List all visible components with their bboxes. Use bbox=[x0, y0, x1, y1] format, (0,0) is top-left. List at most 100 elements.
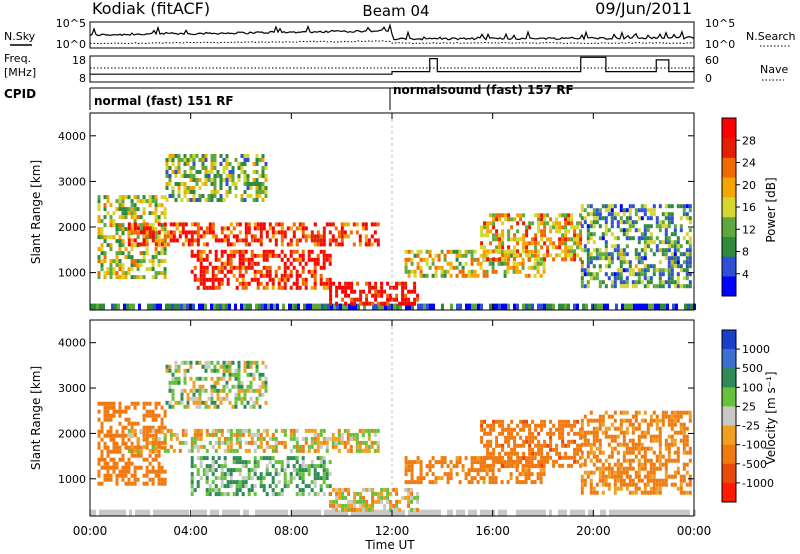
echo-cell bbox=[192, 186, 196, 190]
echo-cell bbox=[271, 285, 275, 290]
echo-cell bbox=[658, 260, 662, 265]
echo-cell bbox=[658, 482, 662, 487]
echo-cell bbox=[267, 509, 270, 516]
echo-cell bbox=[130, 441, 134, 446]
echo-cell bbox=[631, 490, 635, 495]
echo-cell bbox=[682, 260, 686, 265]
echo-cell bbox=[237, 162, 241, 166]
echo-cell bbox=[637, 228, 641, 233]
echo-cell bbox=[395, 297, 399, 302]
echo-cell bbox=[456, 509, 459, 516]
freq-lines bbox=[90, 56, 694, 75]
echo-cell bbox=[220, 249, 224, 254]
echo-cell bbox=[601, 280, 605, 285]
echo-cell bbox=[253, 234, 257, 239]
echo-cell bbox=[378, 509, 381, 516]
echo-cell bbox=[106, 401, 110, 406]
echo-cell bbox=[295, 492, 299, 497]
echo-cell bbox=[507, 229, 511, 234]
echo-cell bbox=[630, 303, 633, 310]
echo-cell bbox=[246, 388, 250, 393]
echo-cell bbox=[196, 238, 200, 243]
echo-cell bbox=[649, 474, 653, 479]
echo-cell bbox=[580, 482, 584, 487]
echo-cell bbox=[234, 509, 237, 516]
echo-cell bbox=[142, 238, 146, 243]
echo-cell bbox=[301, 460, 305, 465]
echo-cell bbox=[106, 429, 110, 434]
echo-cell bbox=[208, 222, 212, 227]
echo-cell bbox=[196, 226, 200, 231]
echo-cell bbox=[407, 499, 411, 504]
echo-cell bbox=[543, 217, 547, 222]
echo-cell bbox=[555, 459, 559, 464]
echo-cell bbox=[192, 162, 196, 166]
echo-cell bbox=[192, 509, 195, 516]
echo-cell bbox=[416, 499, 420, 504]
echo-cell bbox=[542, 269, 546, 274]
echo-cell bbox=[335, 301, 339, 306]
echo-cell bbox=[183, 303, 186, 310]
echo-cell bbox=[483, 257, 487, 262]
echo-cell bbox=[507, 431, 511, 436]
echo-cell bbox=[256, 464, 260, 469]
echo-cell bbox=[253, 273, 257, 278]
echo-cell bbox=[255, 509, 258, 516]
echo-cell bbox=[561, 435, 565, 440]
colorbar-swatch bbox=[722, 444, 736, 465]
echo-cell bbox=[658, 462, 662, 467]
echo-cell bbox=[417, 509, 420, 516]
echo-cell bbox=[348, 303, 351, 310]
echo-cell bbox=[558, 427, 562, 432]
echo-cell bbox=[103, 223, 107, 228]
echo-cell bbox=[142, 444, 146, 449]
echo-cell bbox=[115, 259, 119, 264]
echo-cell bbox=[685, 438, 689, 443]
echo-cell bbox=[165, 198, 169, 202]
echo-cell bbox=[222, 178, 226, 182]
echo-cell bbox=[121, 271, 125, 276]
echo-cell bbox=[172, 230, 176, 235]
echo-cell bbox=[220, 464, 224, 469]
echo-cell bbox=[610, 272, 614, 277]
echo-cell bbox=[398, 507, 402, 512]
echo-cell bbox=[231, 372, 235, 377]
echo-cell bbox=[118, 473, 122, 478]
echo-cell bbox=[679, 410, 683, 415]
echo-cell bbox=[313, 464, 317, 469]
echo-cell bbox=[610, 454, 614, 459]
colorbar-tick-label: -25 bbox=[742, 420, 760, 433]
echo-cell bbox=[145, 469, 149, 474]
echo-cell bbox=[404, 464, 408, 469]
echo-cell bbox=[154, 203, 158, 208]
echo-cell bbox=[247, 432, 251, 437]
echo-cell bbox=[97, 271, 101, 276]
echo-cell bbox=[223, 261, 227, 266]
echo-cell bbox=[670, 474, 674, 479]
echo-cell bbox=[573, 431, 577, 436]
echo-cell bbox=[271, 488, 275, 493]
echo-cell bbox=[244, 285, 248, 290]
echo-cell bbox=[316, 448, 320, 453]
echo-cell bbox=[679, 438, 683, 443]
echo-cell bbox=[190, 464, 194, 469]
echo-cell bbox=[331, 222, 335, 227]
echo-cell bbox=[190, 234, 194, 239]
echo-cell bbox=[381, 509, 384, 516]
echo-cell bbox=[148, 211, 152, 216]
echo-cell bbox=[280, 277, 284, 282]
echo-cell bbox=[491, 480, 495, 485]
echo-cell bbox=[410, 499, 414, 504]
echo-cell bbox=[220, 432, 224, 437]
echo-cell bbox=[247, 492, 251, 497]
echo-cell bbox=[295, 269, 299, 274]
echo-cell bbox=[183, 162, 187, 166]
echo-cell bbox=[213, 158, 217, 162]
echo-cell bbox=[229, 476, 233, 481]
echo-cell bbox=[601, 216, 605, 221]
echo-cell bbox=[319, 484, 323, 489]
echo-cell bbox=[253, 464, 257, 469]
echo-cell bbox=[145, 473, 149, 478]
echo-cell bbox=[310, 428, 314, 433]
echo-cell bbox=[522, 241, 526, 246]
